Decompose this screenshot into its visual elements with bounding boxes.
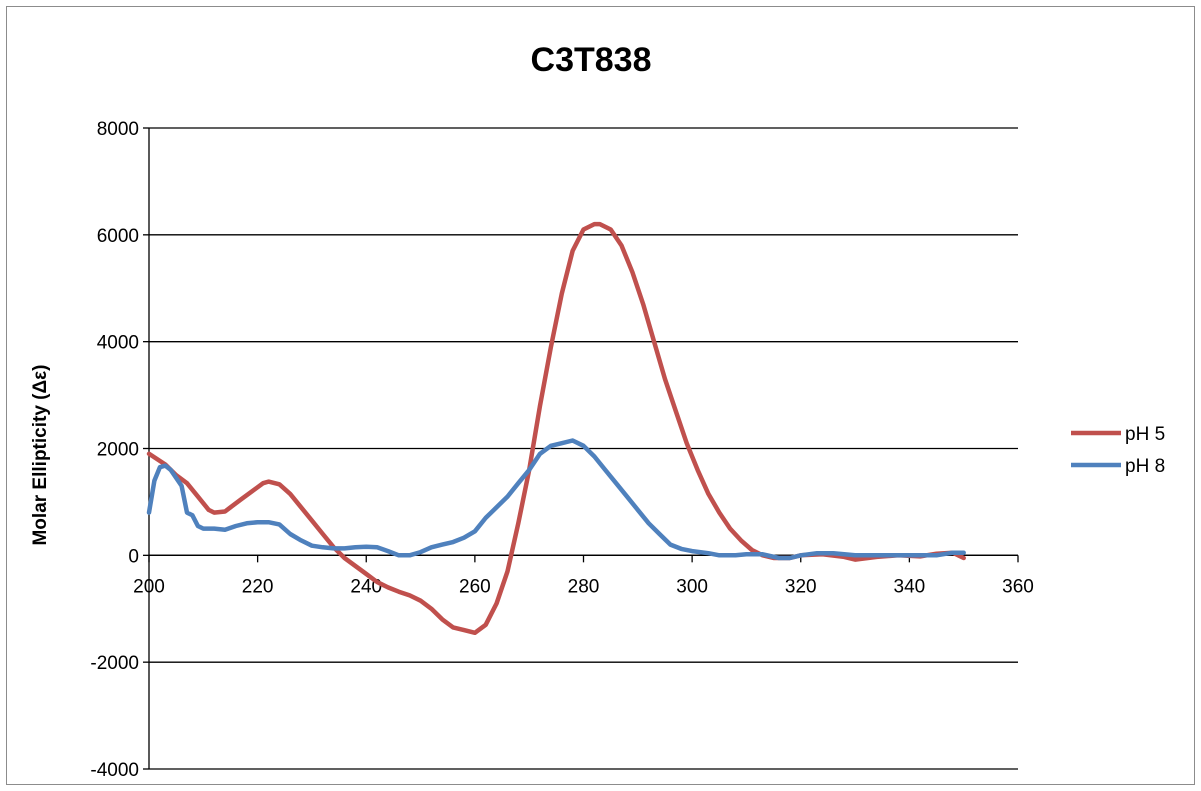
x-tick-label: 260 [459, 576, 491, 597]
series-line-ph-8 [146, 438, 966, 561]
chart-title: C3T838 [531, 41, 652, 79]
legend-label: pH 5 [1125, 424, 1165, 445]
x-tick-label: 200 [133, 576, 165, 597]
legend-label: pH 8 [1125, 456, 1165, 477]
x-tick-label: 300 [676, 576, 708, 597]
x-tick-label: 340 [894, 576, 926, 597]
y-tick-label: 0 [128, 546, 139, 567]
chart-frame: C3T838 Molar Ellipticity (Δε) 200 220 240 2… [6, 6, 1195, 785]
legend: pH 5 pH 8 [1071, 424, 1165, 477]
y-tick-label: 2000 [97, 440, 139, 461]
y-tick-label: 6000 [97, 226, 139, 247]
y-tick-label: -2000 [90, 653, 139, 674]
chart-svg: C3T838 Molar Ellipticity (Δε) 200 220 240 2… [30, 41, 1165, 781]
x-tick-label: 320 [785, 576, 817, 597]
series-line-ph-5 [146, 221, 966, 636]
y-tick-label: -4000 [90, 760, 139, 781]
x-axis-tick-labels: 200 220 240 260 280 300 320 340 360 [133, 576, 1034, 597]
x-tick-label: 280 [568, 576, 600, 597]
y-axis-tick-labels: -4000 -2000 0 2000 4000 6000 8000 [90, 119, 139, 781]
x-tick-label: 220 [242, 576, 274, 597]
y-axis-title: Molar Ellipticity (Δε) [30, 364, 51, 545]
y-tick-label: 4000 [97, 333, 139, 354]
x-tick-label: 360 [1002, 576, 1034, 597]
y-tick-label: 8000 [97, 119, 139, 140]
plot-series [146, 221, 966, 636]
